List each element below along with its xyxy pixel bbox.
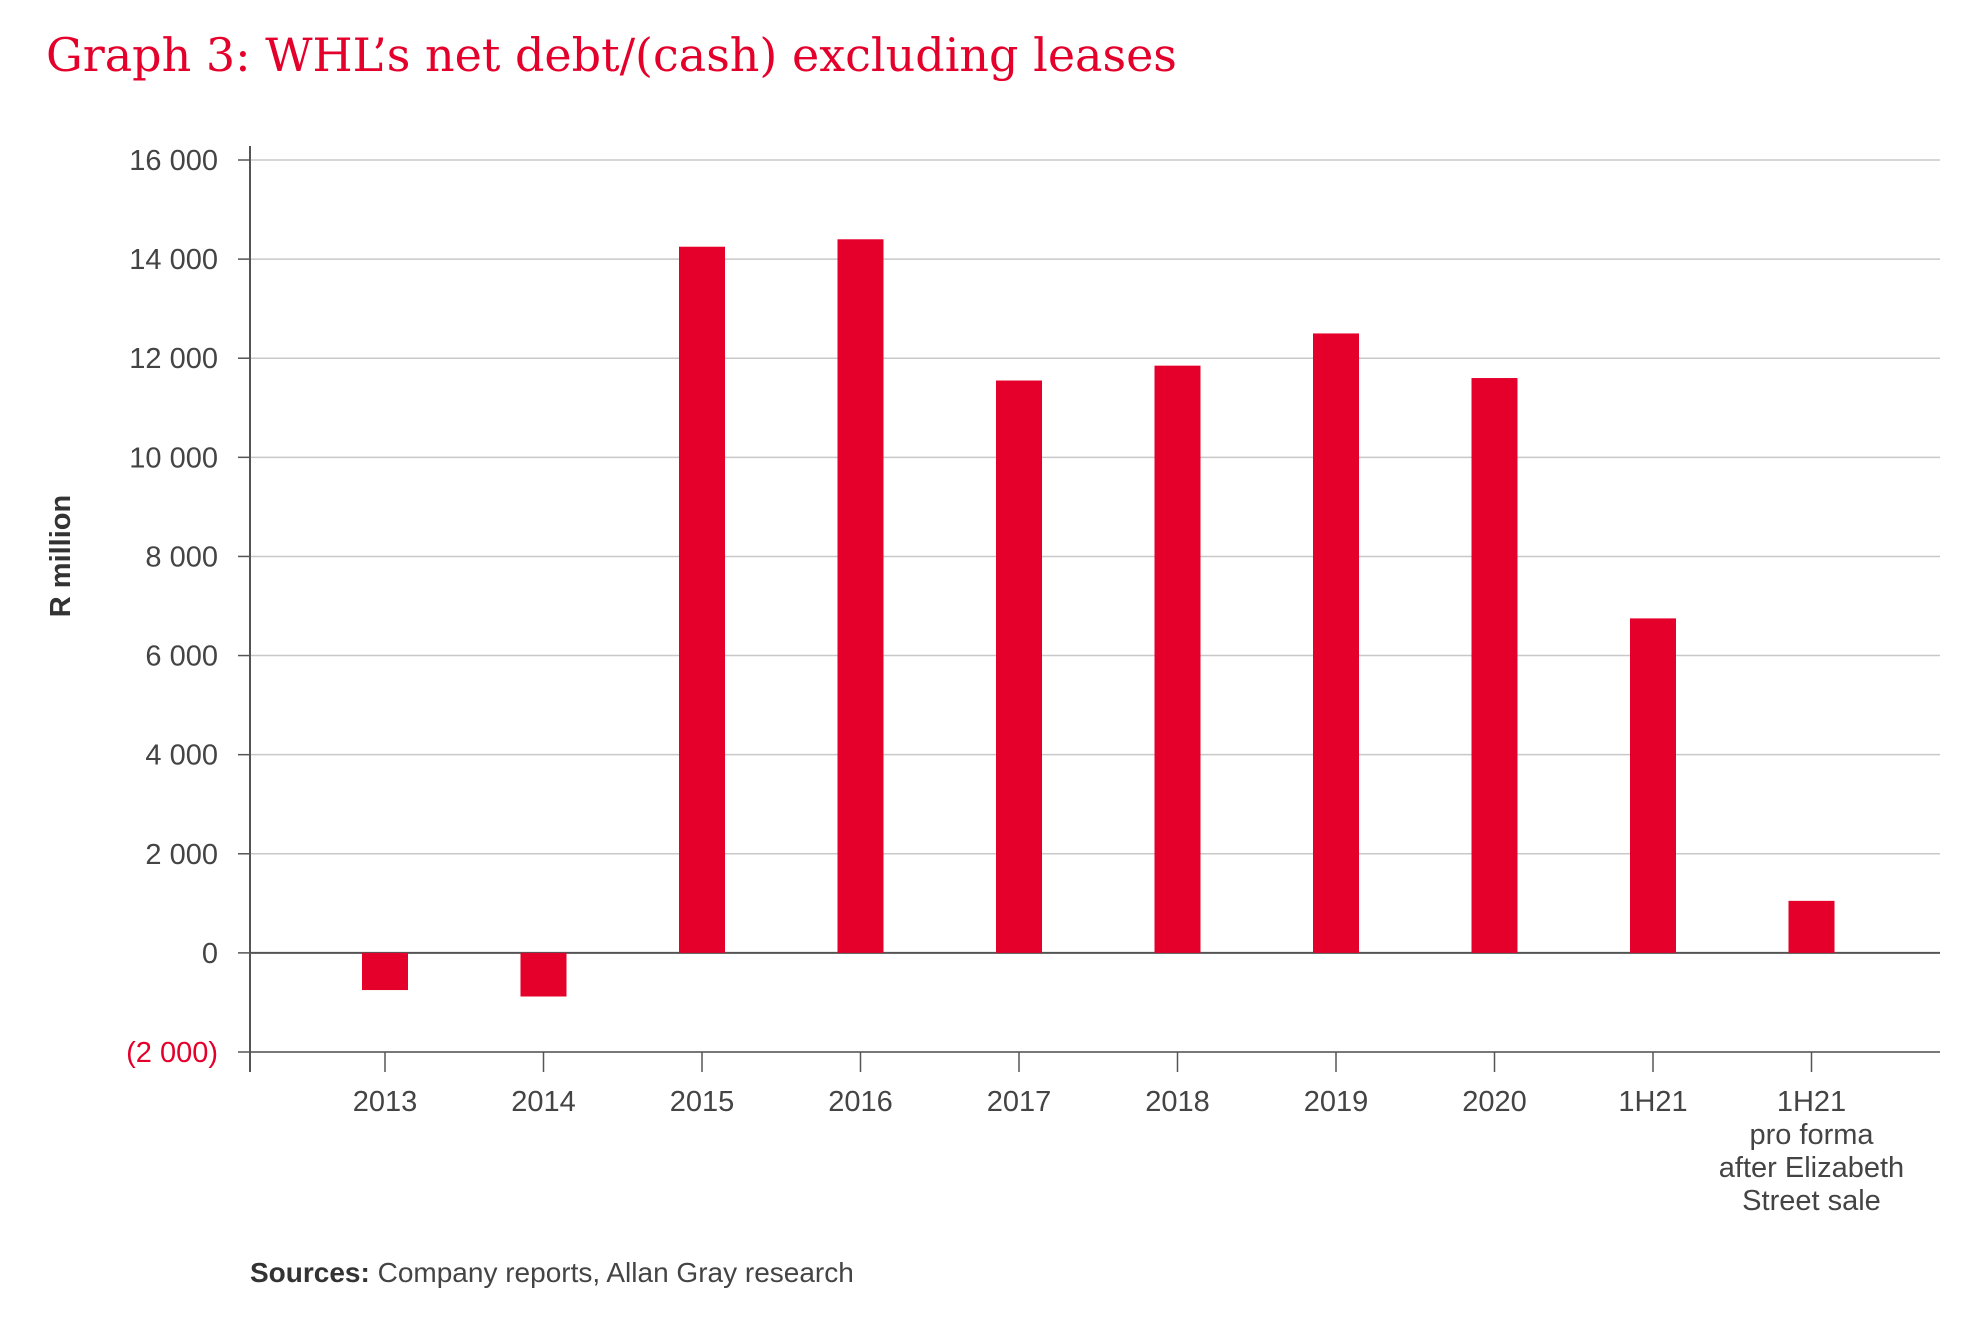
bar — [1313, 333, 1359, 953]
x-tick-label: 2018 — [1145, 1086, 1210, 1118]
bar — [1788, 900, 1835, 953]
x-tick-label-line: Street sale — [1742, 1185, 1881, 1217]
x-tick-label-line: pro forma — [1749, 1119, 1874, 1151]
x-tick-label: 2020 — [1462, 1086, 1527, 1118]
bar — [520, 952, 567, 997]
x-tick-label-line: 2020 — [1462, 1086, 1527, 1118]
x-tick-label-line: 2015 — [670, 1086, 735, 1118]
x-tick-label-line: 2013 — [353, 1086, 418, 1118]
y-tick-label: 4 000 — [145, 740, 218, 772]
x-tick-label-line: 2016 — [828, 1086, 893, 1118]
y-tick-label: 16 000 — [129, 145, 218, 177]
bar — [837, 239, 884, 953]
y-tick-label: 6 000 — [145, 641, 218, 673]
y-tick-label: 8 000 — [145, 541, 218, 573]
x-tick-label-line: 2019 — [1304, 1086, 1369, 1118]
x-tick-label-line: 2017 — [987, 1086, 1052, 1118]
x-tick-label: 1H21 — [1618, 1086, 1687, 1118]
sources-note: Sources: Company reports, Allan Gray res… — [250, 1257, 854, 1289]
bar — [1471, 378, 1518, 953]
sources-label: Sources: — [250, 1257, 370, 1288]
x-tick-label: 2014 — [511, 1086, 576, 1118]
y-tick-label: 0 — [202, 938, 218, 970]
x-tick-label: 2016 — [828, 1086, 893, 1118]
x-tick-label-line: 2014 — [511, 1086, 576, 1118]
y-tick-label: 10 000 — [129, 442, 218, 474]
y-tick-label: 2 000 — [145, 839, 218, 871]
y-tick-label: 14 000 — [129, 244, 218, 276]
x-tick-label: 1H21 pro forma after Elizabeth Street sale — [1719, 1086, 1904, 1217]
y-tick-label: 12 000 — [129, 343, 218, 375]
x-tick-label: 2017 — [987, 1086, 1052, 1118]
y-axis-label: R million — [45, 495, 77, 617]
sources-text: Company reports, Allan Gray research — [369, 1257, 854, 1288]
x-tick-label: 2019 — [1304, 1086, 1369, 1118]
x-tick-label-line: 1H21 — [1777, 1086, 1846, 1118]
chart-title: Graph 3: WHL’s net debt/(cash) excluding… — [46, 28, 1177, 82]
x-tick-label: 2015 — [670, 1086, 735, 1118]
y-tick-label: (2 000) — [126, 1037, 218, 1069]
x-tick-label-line: after Elizabeth — [1719, 1152, 1904, 1184]
x-tick-label: 2013 — [353, 1086, 418, 1118]
bar — [1630, 618, 1676, 953]
x-tick-label-line: 2018 — [1145, 1086, 1210, 1118]
bar — [362, 952, 408, 991]
bar — [679, 246, 725, 953]
x-tick-label-line: 1H21 — [1618, 1086, 1687, 1118]
bar — [1154, 365, 1201, 953]
bar — [996, 380, 1042, 953]
